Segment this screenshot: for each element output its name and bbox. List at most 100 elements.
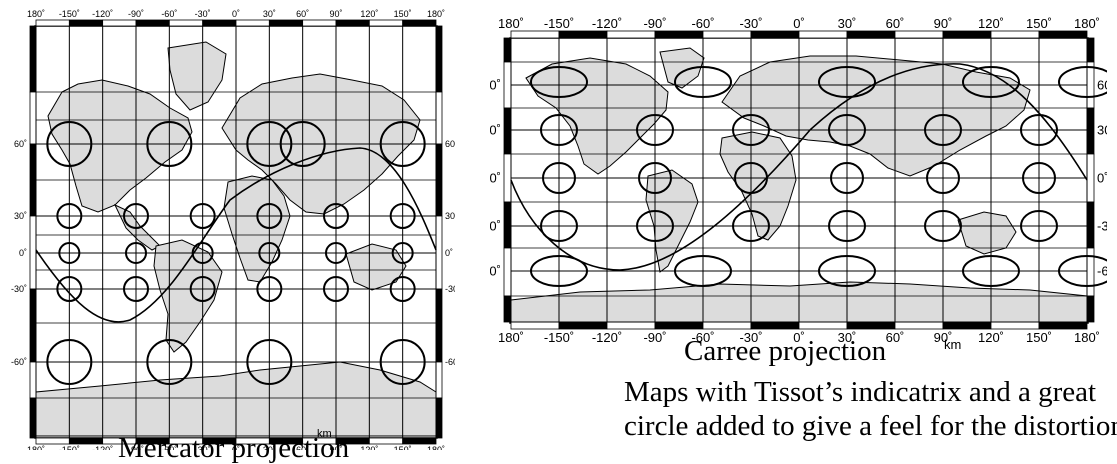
top-longitude-label: 30˚ — [838, 16, 857, 31]
top-longitude-label: 30˚ — [263, 9, 276, 19]
border-segment — [302, 19, 337, 27]
tissot-ellipse — [1020, 210, 1058, 242]
mercator-graticule — [35, 26, 437, 438]
tissot-ellipse — [56, 276, 83, 302]
border-segment — [750, 30, 800, 39]
tissot-ellipse — [638, 162, 672, 194]
description-line-1: Maps with Tissot’s indicatrix and a grea… — [624, 376, 1097, 408]
border-segment — [750, 321, 800, 330]
border-segment — [35, 437, 70, 445]
left-latitude-label: -30˚ — [490, 218, 501, 233]
bottom-longitude-label: 150˚ — [394, 445, 412, 450]
border-segment — [942, 321, 992, 330]
border-segment — [29, 215, 37, 290]
top-longitude-label: 120˚ — [360, 9, 378, 19]
border-segment — [168, 19, 204, 27]
border-segment — [29, 25, 37, 93]
top-longitude-label: 180˚ — [427, 9, 445, 19]
border-segment — [1086, 201, 1095, 249]
left-latitude-label: 30˚ — [14, 211, 27, 221]
border-segment — [435, 143, 443, 217]
right-latitude-label: -60˚ — [1097, 263, 1107, 278]
top-longitude-label: 150˚ — [1026, 16, 1052, 31]
tissot-ellipse — [830, 162, 864, 194]
tissot-ellipse — [256, 276, 283, 302]
carree-caption: Carree projection — [684, 335, 887, 367]
border-segment — [894, 321, 944, 330]
carree-axis-labels: 180˚ -150˚ -120˚ -90˚ -60˚ -30˚ 0˚ 30˚ 60˚ 90˚ 120… — [490, 16, 1107, 345]
right-latitude-label: -30˚ — [445, 284, 455, 294]
tissot-ellipse — [828, 114, 866, 146]
tissot-ellipse — [924, 114, 962, 146]
tissot-ellipse — [391, 242, 414, 264]
tissot-ellipse — [1058, 66, 1107, 98]
tissot-ellipse — [636, 114, 674, 146]
tissot-ellipse — [246, 121, 293, 167]
left-latitude-label: -60˚ — [11, 357, 27, 367]
tissot-ellipse — [389, 203, 416, 229]
carree-tissot-indicatrix — [530, 66, 1107, 287]
border-segment — [1086, 153, 1095, 203]
left-latitude-label: -60˚ — [490, 263, 501, 278]
right-latitude-label: -60˚ — [445, 357, 455, 367]
bottom-longitude-label: 90˚ — [934, 330, 953, 345]
tissot-ellipse — [46, 339, 93, 385]
right-latitude-label: 30˚ — [1097, 122, 1107, 137]
border-segment — [29, 143, 37, 217]
mercator-unit-label: km — [317, 428, 332, 440]
bottom-longitude-label: 0˚ — [793, 330, 805, 345]
tissot-ellipse — [191, 242, 214, 264]
top-longitude-label: 180˚ — [27, 9, 45, 19]
description-text: Maps with Tissot’s indicatrix and a grea… — [624, 375, 1117, 443]
bottom-longitude-label: 120˚ — [360, 445, 378, 450]
top-longitude-label: 0˚ — [232, 9, 240, 19]
tissot-ellipse — [146, 339, 193, 385]
bottom-longitude-label: 60˚ — [886, 330, 905, 345]
bottom-longitude-label: 120˚ — [978, 330, 1004, 345]
tissot-ellipse — [125, 242, 147, 264]
border-segment — [503, 295, 512, 323]
border-segment — [335, 19, 370, 27]
right-latitude-label: -30˚ — [1097, 218, 1107, 233]
mercator-great-circle — [35, 147, 437, 323]
top-longitude-label: -150˚ — [544, 16, 574, 31]
tissot-ellipse — [540, 210, 578, 242]
left-latitude-label: -30˚ — [11, 284, 27, 294]
top-longitude-label: -150˚ — [59, 9, 80, 19]
right-latitude-label: 60˚ — [445, 139, 455, 149]
tissot-ellipse — [732, 114, 770, 146]
border-segment — [368, 19, 404, 27]
top-longitude-label: 0˚ — [793, 16, 805, 31]
border-segment — [435, 215, 443, 290]
top-longitude-label: -90˚ — [128, 9, 144, 19]
tissot-ellipse — [123, 276, 149, 302]
border-segment — [402, 437, 437, 445]
border-segment — [798, 30, 848, 39]
border-segment — [510, 30, 560, 39]
bottom-longitude-label: 180˚ — [498, 330, 524, 345]
mercator-caption: Mercator projection — [118, 432, 350, 464]
tissot-ellipse — [189, 203, 216, 229]
border-segment — [135, 19, 170, 27]
bottom-longitude-label: 0˚ — [232, 445, 240, 450]
border-segment — [503, 107, 512, 155]
left-latitude-label: 0˚ — [490, 170, 501, 185]
bottom-longitude-label: 180˚ — [27, 445, 45, 450]
top-longitude-label: 120˚ — [978, 16, 1004, 31]
left-latitude-label: 60˚ — [490, 77, 501, 92]
border-segment — [435, 361, 443, 399]
border-segment — [1086, 107, 1095, 155]
border-segment — [846, 321, 896, 330]
greenland-land — [167, 41, 227, 111]
mercator-tissot-indicatrix — [46, 121, 426, 385]
tissot-ellipse — [379, 121, 426, 167]
border-segment — [990, 321, 1040, 330]
right-latitude-label: 60˚ — [1097, 77, 1107, 92]
bottom-longitude-label: -90˚ — [643, 330, 666, 345]
top-longitude-label: -30˚ — [739, 16, 762, 31]
mercator-map: 180˚ -150˚ -120˚ -90˚ -60˚ -30˚ 0˚ 30˚ 60˚ 90˚ 120… — [11, 9, 455, 450]
tissot-ellipse — [325, 242, 347, 264]
tissot-ellipse — [540, 114, 578, 146]
top-longitude-label: 150˚ — [394, 9, 412, 19]
border-segment — [1038, 321, 1088, 330]
